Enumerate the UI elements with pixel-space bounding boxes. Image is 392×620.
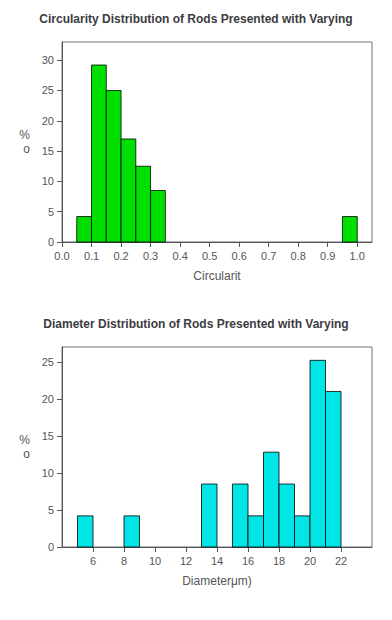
- svg-text:22: 22: [335, 555, 347, 567]
- svg-text:8: 8: [121, 555, 127, 567]
- svg-text:o: o: [23, 142, 30, 156]
- svg-text:o: o: [23, 447, 30, 461]
- svg-text:12: 12: [180, 555, 192, 567]
- svg-text:0.9: 0.9: [320, 250, 335, 262]
- svg-text:0.8: 0.8: [291, 250, 306, 262]
- svg-text:0.3: 0.3: [143, 250, 158, 262]
- svg-text:20: 20: [42, 115, 54, 127]
- svg-text:0: 0: [48, 236, 54, 248]
- svg-text:5: 5: [48, 206, 54, 218]
- svg-text:1.0: 1.0: [350, 250, 365, 262]
- svg-text:Circularit: Circularit: [193, 269, 241, 283]
- svg-text:0: 0: [48, 541, 54, 553]
- svg-text:Circularity Distribution of Ro: Circularity Distribution of Rods Present…: [39, 12, 352, 26]
- svg-text:6: 6: [90, 555, 96, 567]
- svg-text:15: 15: [42, 145, 54, 157]
- svg-text:10: 10: [42, 175, 54, 187]
- svg-text:0.5: 0.5: [202, 250, 217, 262]
- svg-text:16: 16: [242, 555, 254, 567]
- svg-text:20: 20: [42, 393, 54, 405]
- svg-text:25: 25: [42, 356, 54, 368]
- svg-text:0.0: 0.0: [54, 250, 69, 262]
- svg-text:0.2: 0.2: [113, 250, 128, 262]
- svg-text:0.4: 0.4: [172, 250, 187, 262]
- svg-text:10: 10: [149, 555, 161, 567]
- svg-text:20: 20: [304, 555, 316, 567]
- svg-text:5: 5: [48, 504, 54, 516]
- svg-text:%: %: [19, 128, 30, 142]
- svg-text:14: 14: [211, 555, 223, 567]
- svg-text:15: 15: [42, 430, 54, 442]
- svg-text:18: 18: [273, 555, 285, 567]
- svg-text:Diameter Distribution of Rods: Diameter Distribution of Rods Presented …: [43, 317, 348, 331]
- svg-text:%: %: [19, 433, 30, 447]
- svg-text:0.6: 0.6: [231, 250, 246, 262]
- svg-text:0.7: 0.7: [261, 250, 276, 262]
- svg-text:30: 30: [42, 54, 54, 66]
- svg-text:25: 25: [42, 84, 54, 96]
- svg-text:0.1: 0.1: [84, 250, 99, 262]
- svg-text:Diameterμm): Diameterμm): [182, 574, 252, 588]
- svg-text:10: 10: [42, 467, 54, 479]
